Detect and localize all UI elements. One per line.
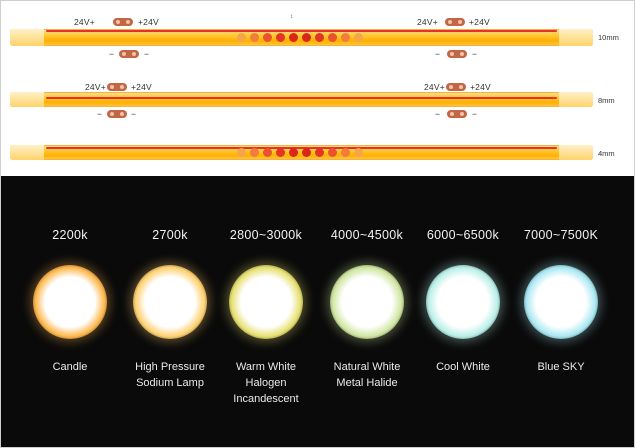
strip2-bottom-right-label: − xyxy=(435,109,441,119)
strip-8mm xyxy=(10,92,593,107)
strip-4mm xyxy=(10,145,593,160)
kelvin-label-2800-3000k: 2800~3000k xyxy=(229,228,303,242)
kelvin-label-2700k: 2700k xyxy=(152,228,188,242)
strip3-end-cap-left xyxy=(10,145,44,160)
led xyxy=(289,148,298,157)
strip1-top-left-label2: +24V xyxy=(138,17,159,27)
strip2-top-left-label: 24V+ xyxy=(85,82,106,92)
led xyxy=(237,33,246,42)
light-name-blue-sky: Blue SKY xyxy=(537,361,585,373)
strip1-top-right-label2: +24V xyxy=(469,17,490,27)
light-name-cool-white: Cool White xyxy=(436,361,490,373)
led xyxy=(250,148,259,157)
strip2-solder-pad-bottom-right xyxy=(447,110,467,118)
strip1-led-row xyxy=(237,33,363,42)
led-strips-panel: 24V+ +24V ↕ 24V+ +24V 10mm − − − − 24V+ … xyxy=(1,1,634,176)
strip3-width-label: 4mm xyxy=(598,149,615,158)
strip1-cut-mark: ↕ xyxy=(290,14,293,20)
strip3-end-cap-right xyxy=(559,145,593,160)
strip2-top-left-label2: +24V xyxy=(131,82,152,92)
strip2-solder-pad-bottom-left xyxy=(107,110,127,118)
light-name-candle: Candle xyxy=(52,361,88,373)
strip2-bottom-left-label2: − xyxy=(131,109,137,119)
strip1-bottom-right-label: − xyxy=(435,49,441,59)
led xyxy=(263,148,272,157)
strip1-end-cap-right xyxy=(559,29,593,46)
strip2-solder-pad-top-left xyxy=(107,83,127,91)
strip1-top-left-label: 24V+ xyxy=(74,17,95,27)
strip1-solder-pad-bottom-right xyxy=(447,50,467,58)
strip1-bottom-right-label2: − xyxy=(472,49,478,59)
strip3-led-row xyxy=(237,148,363,157)
strip1-top-right-label: 24V+ xyxy=(417,17,438,27)
strip1-bottom-left-label2: − xyxy=(144,49,150,59)
led xyxy=(341,33,350,42)
light-name-sodium: High Pressure Sodium Lamp xyxy=(135,361,205,389)
light-name-natural-white: Natural White Metal Halide xyxy=(333,361,401,389)
strip2-end-cap-left xyxy=(10,92,44,107)
strip1-solder-pad-bottom-left xyxy=(119,50,139,58)
led xyxy=(328,148,337,157)
led xyxy=(289,33,298,42)
strip2-red-trace xyxy=(46,97,557,99)
led xyxy=(250,33,259,42)
strip2-top-right-label2: +24V xyxy=(470,82,491,92)
led xyxy=(328,33,337,42)
led xyxy=(315,148,324,157)
strip1-width-label: 10mm xyxy=(598,33,619,42)
strip1-solder-pad-top-right xyxy=(445,18,465,26)
led xyxy=(354,33,363,42)
light-glow-blue-sky xyxy=(524,265,598,339)
light-glow-candle xyxy=(33,265,107,339)
light-name-warm-white: Warm White Halogen Incandescent xyxy=(233,361,299,405)
kelvin-label-6000-6500k: 6000~6500k xyxy=(426,228,500,242)
led xyxy=(237,148,246,157)
strip2-top-right-label: 24V+ xyxy=(424,82,445,92)
strip2-bottom-left-label: − xyxy=(97,109,103,119)
light-glow-natural-white xyxy=(330,265,404,339)
led xyxy=(341,148,350,157)
strip1-bottom-left-label: − xyxy=(109,49,115,59)
kelvin-label-7000-7500k: 7000~7500K xyxy=(523,228,599,242)
led xyxy=(302,148,311,157)
led xyxy=(276,148,285,157)
led xyxy=(263,33,272,42)
kelvin-label-2200k: 2200k xyxy=(52,228,88,242)
led xyxy=(315,33,324,42)
strip1-solder-pad-top-left xyxy=(113,18,133,26)
led xyxy=(276,33,285,42)
led xyxy=(354,148,363,157)
strip2-end-cap-right xyxy=(559,92,593,107)
light-glow-warm-white xyxy=(229,265,303,339)
strip1-red-trace xyxy=(46,30,557,32)
strip2-solder-pad-top-right xyxy=(446,83,466,91)
strip1-end-cap-left xyxy=(10,29,44,46)
light-glow-sodium xyxy=(133,265,207,339)
strip2-width-label: 8mm xyxy=(598,96,615,105)
light-glow-cool-white xyxy=(426,265,500,339)
strip2-bottom-right-label2: − xyxy=(472,109,478,119)
strip3-red-trace xyxy=(46,147,557,149)
strip-10mm xyxy=(10,29,593,46)
led xyxy=(302,33,311,42)
kelvin-label-4000-4500k: 4000~4500k xyxy=(330,228,404,242)
